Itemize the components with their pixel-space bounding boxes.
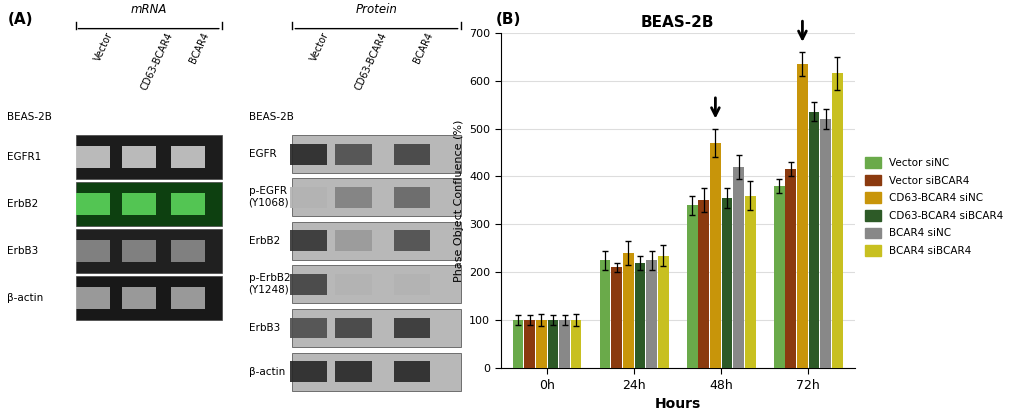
Bar — [336, 274, 371, 295]
Text: ErbB3: ErbB3 — [7, 246, 39, 256]
Bar — [122, 146, 156, 168]
Bar — [292, 178, 461, 216]
Bar — [122, 193, 156, 215]
Bar — [394, 274, 430, 295]
Bar — [290, 317, 326, 339]
Bar — [76, 240, 110, 262]
Text: Protein: Protein — [356, 3, 397, 16]
Bar — [774, 186, 785, 368]
Bar — [290, 230, 326, 252]
Bar — [76, 229, 222, 273]
Bar — [170, 193, 204, 215]
Bar — [745, 196, 755, 368]
Bar — [548, 320, 558, 368]
Bar — [832, 74, 842, 368]
Bar — [658, 256, 669, 368]
Bar — [536, 320, 547, 368]
Bar — [600, 260, 610, 368]
Bar — [170, 287, 204, 309]
Bar — [292, 309, 461, 347]
Bar — [290, 361, 326, 382]
Title: BEAS-2B: BEAS-2B — [641, 15, 714, 30]
Text: BCAR4: BCAR4 — [411, 31, 435, 65]
Text: mRNA: mRNA — [130, 3, 167, 16]
Text: CD63-BCAR4: CD63-BCAR4 — [353, 31, 389, 92]
Bar — [336, 144, 371, 165]
Bar — [76, 276, 222, 320]
Bar — [394, 361, 430, 382]
Bar — [336, 187, 371, 208]
Bar — [336, 317, 371, 339]
Bar — [290, 187, 326, 208]
Bar — [122, 287, 156, 309]
Bar — [797, 64, 807, 368]
Text: β-actin: β-actin — [7, 293, 43, 303]
Legend: Vector siNC, Vector siBCAR4, CD63-BCAR4 siNC, CD63-BCAR4 siBCAR4, BCAR4 siNC, BC: Vector siNC, Vector siBCAR4, CD63-BCAR4 … — [865, 157, 1003, 256]
Bar — [623, 253, 634, 368]
Bar — [292, 353, 461, 391]
Bar — [808, 112, 820, 368]
Bar — [292, 135, 461, 173]
Bar — [710, 143, 720, 368]
Text: (B): (B) — [496, 12, 521, 27]
Text: p-EGFR
(Y1068): p-EGFR (Y1068) — [248, 186, 289, 208]
Bar — [646, 260, 657, 368]
Text: (A): (A) — [7, 12, 33, 27]
Bar — [170, 146, 204, 168]
Text: ErbB3: ErbB3 — [248, 323, 280, 333]
Bar — [76, 182, 222, 226]
Bar — [292, 222, 461, 260]
Bar — [570, 320, 582, 368]
Text: p-ErbB2
(Y1248): p-ErbB2 (Y1248) — [248, 273, 290, 295]
Bar — [394, 317, 430, 339]
Bar — [336, 361, 371, 382]
Bar — [394, 230, 430, 252]
Bar — [76, 193, 110, 215]
Bar — [290, 144, 326, 165]
X-axis label: Hours: Hours — [655, 397, 701, 409]
Bar — [290, 274, 326, 295]
Bar — [699, 200, 709, 368]
Bar — [611, 267, 622, 368]
Bar — [686, 205, 698, 368]
Bar — [734, 167, 744, 368]
Text: Vector: Vector — [309, 31, 330, 63]
Bar — [524, 320, 535, 368]
Text: EGFR: EGFR — [248, 149, 276, 159]
Bar — [76, 146, 110, 168]
Text: β-actin: β-actin — [248, 366, 285, 377]
Bar — [635, 263, 645, 368]
Bar — [721, 198, 733, 368]
Bar — [821, 119, 831, 368]
Text: BEAS-2B: BEAS-2B — [248, 112, 293, 121]
Bar — [76, 287, 110, 309]
Bar — [559, 320, 569, 368]
Bar — [76, 135, 222, 179]
Text: BEAS-2B: BEAS-2B — [7, 112, 52, 121]
Bar — [122, 240, 156, 262]
Text: BCAR4: BCAR4 — [188, 31, 210, 65]
Bar — [336, 230, 371, 252]
Bar — [513, 320, 523, 368]
Bar — [786, 169, 796, 368]
Bar — [394, 187, 430, 208]
Text: Vector: Vector — [92, 31, 115, 63]
Bar — [170, 240, 204, 262]
Bar — [292, 265, 461, 303]
Y-axis label: Phase Object Confluence (%): Phase Object Confluence (%) — [453, 119, 464, 282]
Text: EGFR1: EGFR1 — [7, 152, 42, 162]
Text: ErbB2: ErbB2 — [248, 236, 280, 246]
Bar — [394, 144, 430, 165]
Text: CD63-BCAR4: CD63-BCAR4 — [139, 31, 174, 92]
Text: ErbB2: ErbB2 — [7, 199, 39, 209]
